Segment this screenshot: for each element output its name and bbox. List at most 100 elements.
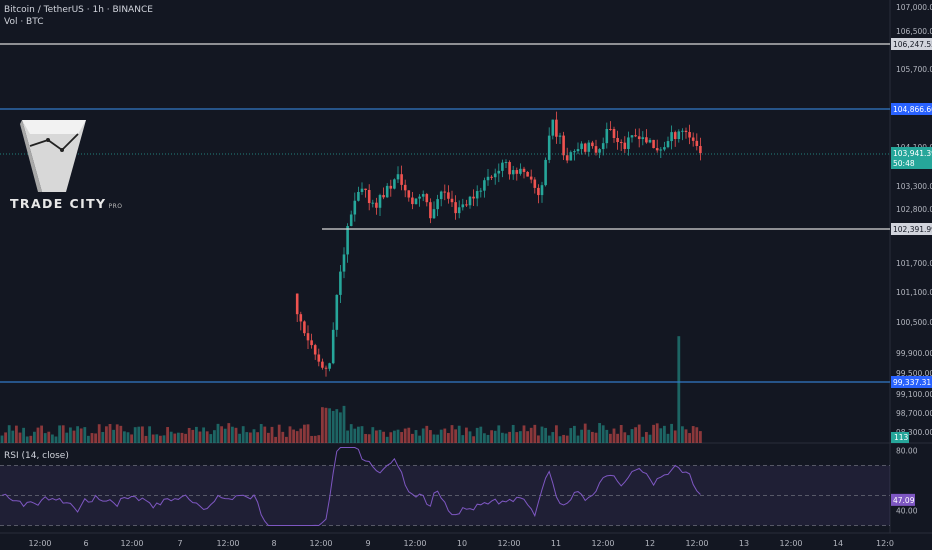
volume-bar	[555, 425, 558, 443]
volume-bar	[371, 427, 375, 443]
candle	[403, 184, 407, 191]
volume-bar	[699, 431, 702, 443]
candle	[670, 132, 673, 142]
volume-bar	[497, 425, 501, 443]
candle	[616, 138, 619, 143]
candle	[432, 209, 436, 219]
candle	[526, 171, 529, 177]
volume-label: 113	[894, 433, 909, 442]
volume-bar	[123, 431, 126, 443]
candle	[601, 143, 605, 150]
volume-bar	[479, 426, 483, 443]
y-tick-label: 100,500.00	[896, 318, 932, 327]
volume-bar	[69, 427, 72, 443]
volume-bar	[544, 427, 547, 443]
candle	[335, 294, 339, 330]
y-tick-label: 98,700.00	[896, 409, 932, 418]
candle	[511, 170, 515, 175]
volume-bar	[231, 426, 234, 443]
volume-bar	[443, 428, 447, 443]
y-tick-label: 103,300.00	[896, 182, 932, 191]
volume-bar	[663, 425, 666, 443]
candle	[479, 190, 483, 192]
volume-bar	[569, 428, 573, 443]
candle	[562, 135, 565, 156]
rsi-title: RSI (14, close)	[4, 451, 69, 461]
candle	[591, 142, 594, 147]
volume-bar	[270, 426, 274, 443]
volume-bar	[15, 425, 18, 443]
volume-bar	[580, 429, 583, 443]
candle	[418, 196, 421, 199]
volume-bar	[241, 426, 245, 443]
volume-bar	[677, 336, 681, 443]
volume-bar	[533, 424, 537, 443]
volume-bar	[450, 425, 454, 443]
volume-bar	[454, 429, 457, 443]
volume-bar	[673, 430, 677, 443]
volume-bar	[58, 425, 61, 443]
volume-bar	[641, 436, 645, 443]
volume-bar	[169, 431, 173, 443]
volume-bar	[90, 433, 94, 443]
volume-bar	[47, 431, 51, 443]
candle	[443, 191, 447, 193]
volume-bar	[490, 430, 493, 443]
candle	[364, 188, 367, 190]
level-tag	[891, 376, 932, 388]
candle	[447, 192, 450, 199]
candle	[666, 141, 670, 148]
candle	[544, 159, 547, 186]
volume-bar	[389, 432, 393, 443]
volume-bar	[529, 427, 533, 443]
volume-bar	[51, 434, 54, 443]
volume-bar	[695, 427, 699, 443]
candle	[522, 168, 526, 172]
volume-bar	[0, 435, 4, 443]
candle	[612, 129, 616, 139]
volume-bar	[173, 433, 177, 443]
volume-bar	[562, 434, 565, 443]
volume-bar	[281, 431, 285, 443]
volume-bar	[177, 432, 180, 443]
volume-bar	[411, 433, 414, 443]
candle	[648, 139, 652, 143]
candle	[558, 135, 562, 137]
level-label: 99,337.31	[893, 378, 931, 387]
volume-bar	[25, 436, 29, 443]
volume-bar	[306, 424, 310, 443]
candle	[540, 185, 544, 196]
candle	[475, 191, 479, 199]
volume-bar	[187, 427, 191, 443]
volume-bar	[87, 435, 90, 443]
candle	[357, 191, 360, 201]
volume-bar	[349, 424, 353, 443]
volume-bar	[623, 432, 627, 443]
volume-bar	[36, 427, 40, 443]
candle	[630, 135, 634, 138]
level-label: 106,247.55	[893, 40, 932, 49]
rsi-tick-label: 80.00	[896, 447, 918, 456]
candle	[400, 174, 403, 185]
x-tick-label: 12	[645, 539, 655, 548]
candle	[555, 119, 558, 137]
candle	[385, 185, 389, 198]
volume-bar	[565, 435, 569, 443]
volume-bar	[519, 431, 522, 443]
y-tick-label: 107,000.00	[896, 3, 932, 12]
rsi-value-label: 47.09	[893, 496, 915, 505]
level-label: 104,866.60	[893, 105, 932, 114]
y-tick-label: 101,700.00	[896, 259, 932, 268]
volume-bar	[141, 426, 144, 443]
candle	[691, 137, 695, 141]
x-tick-label: 12:00	[779, 539, 802, 548]
candle	[652, 139, 655, 149]
volume-bar	[137, 426, 141, 443]
candle	[605, 128, 609, 144]
volume-bar	[457, 425, 461, 443]
volume-bar	[436, 434, 439, 443]
candle	[353, 200, 357, 215]
volume-bar	[429, 430, 432, 443]
volume-bar	[393, 430, 396, 443]
